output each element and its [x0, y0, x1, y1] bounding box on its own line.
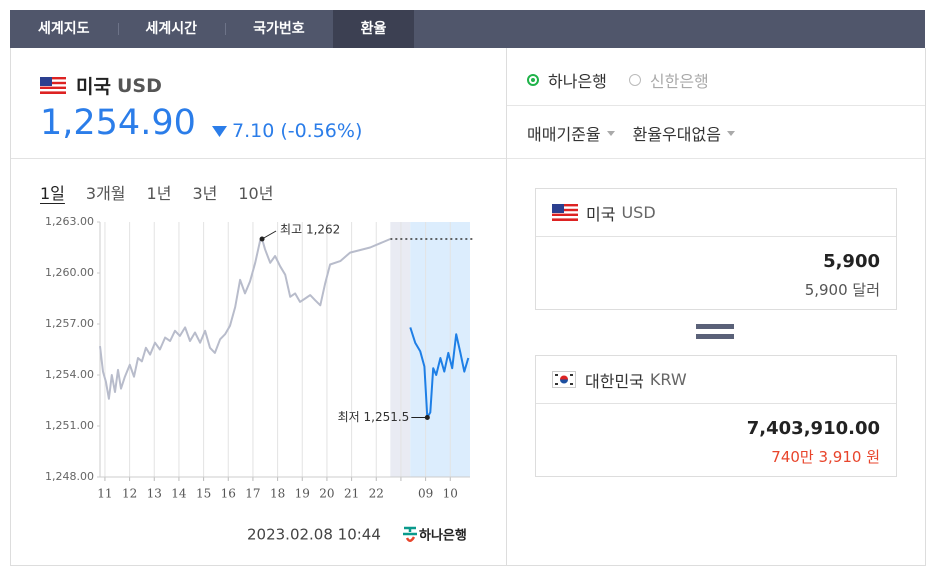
from-head: 미국 USD: [536, 189, 896, 237]
x-tick-label: 19: [295, 487, 310, 501]
country: 미국: [76, 76, 111, 98]
y-tick-label: 1,257.00: [45, 317, 94, 330]
source-logo: [403, 526, 417, 542]
y-tick-label: 1,251.00: [45, 419, 94, 432]
option-row: 매매기준율 환율우대없음: [507, 106, 925, 159]
currency-code: USD: [116, 74, 162, 97]
y-tick-label: 1,263.00: [45, 215, 94, 228]
period-tab[interactable]: 3개월: [85, 184, 126, 203]
bank-name: 하나은행: [548, 72, 607, 91]
y-tick-label: 1,248.00: [45, 470, 94, 483]
from-amount[interactable]: 5,900: [823, 251, 880, 272]
tab[interactable]: 세계지도: [38, 21, 90, 37]
bank-radio[interactable]: 하나은행: [527, 68, 607, 92]
tab-bar: 세계지도 세계시간 국가번호 환율: [10, 10, 925, 48]
bank-name: 신한은행: [649, 72, 709, 91]
to-country: 대한민국: [585, 371, 644, 391]
tab[interactable]: 환율: [332, 10, 415, 48]
annotation-point: [424, 415, 430, 420]
panel-frame: [10, 48, 926, 566]
us-flag: [552, 204, 578, 221]
equals-icon: [696, 324, 734, 339]
kr-flag: [552, 371, 576, 388]
price-line: [409, 327, 470, 419]
us-flag: [40, 77, 66, 94]
change-value: 7.10: [232, 120, 275, 142]
x-tick-label: 13: [147, 487, 162, 501]
x-tick-label: 12: [122, 487, 137, 501]
x-tick-label: 10: [443, 487, 458, 501]
down-arrow: [212, 126, 227, 137]
rate-title: 미국 USD: [40, 72, 162, 99]
radio-dot: [527, 74, 539, 86]
y-tick-label: 1,260.00: [45, 266, 94, 279]
rate-header: [11, 48, 506, 159]
period-tab[interactable]: 10년: [238, 184, 274, 203]
x-tick-label: 18: [270, 487, 285, 501]
bank-radios: 하나은행 신한은행: [527, 68, 731, 92]
option-dropdown[interactable]: 매매기준율: [527, 125, 615, 144]
bank-radio[interactable]: 신한은행: [628, 68, 709, 92]
annotation: 최저 1,251.5: [338, 410, 410, 424]
to-amount-text: 740만 3,910 원: [771, 448, 880, 466]
change-pct: (-0.56%): [280, 120, 363, 142]
from-box: 미국 USD 5,900 5,900 달러: [535, 188, 897, 310]
period-tabs: 1일 3개월 1년 3년 10년: [40, 180, 294, 204]
night-band: [390, 222, 411, 477]
annotation: 최고 1,262: [280, 223, 340, 237]
period-tab[interactable]: 1일: [40, 184, 65, 203]
rate-change: 7.10 (-0.56%): [212, 120, 362, 142]
to-amount: 7,403,910.00: [746, 418, 880, 439]
source: 하나은행: [419, 528, 467, 544]
x-tick-label: 15: [196, 487, 211, 501]
rate-value: 1,254.90: [40, 103, 196, 143]
x-tick-label: 16: [221, 487, 236, 501]
tab[interactable]: 국가번호: [225, 10, 333, 48]
x-tick-label: 11: [97, 487, 112, 501]
panel-divider: [506, 48, 507, 566]
annotation-point: [259, 236, 265, 242]
x-tick-label: 14: [171, 487, 187, 501]
from-country: 미국: [586, 204, 616, 224]
period-tab[interactable]: 3년: [192, 184, 218, 203]
y-tick-label: 1,254.00: [45, 368, 94, 381]
x-tick-label: 17: [245, 487, 260, 501]
x-tick-label: 21: [344, 487, 359, 501]
x-tick-label: 22: [369, 487, 384, 501]
period-tab[interactable]: 1년: [146, 184, 172, 203]
option-dropdown[interactable]: 환율우대없음: [633, 125, 735, 144]
bank-select: 하나은행 신한은행: [507, 48, 925, 106]
from-amount-text: 5,900 달러: [804, 281, 880, 299]
night-icon: [396, 488, 403, 500]
from-code: USD: [621, 203, 656, 222]
annotation-leader: [261, 230, 277, 240]
to-code: KRW: [649, 370, 687, 389]
to-box: 대한민국 KRW 7,403,910.00 740만 3,910 원: [535, 355, 897, 477]
x-tick-label: 20: [319, 487, 334, 501]
tab[interactable]: 세계시간: [117, 10, 226, 48]
options: 매매기준율 환율우대없음: [527, 121, 753, 145]
x-tick-label: 09: [418, 487, 433, 501]
to-head: 대한민국 KRW: [536, 356, 896, 404]
timestamp: 2023.02.08 10:44: [247, 526, 381, 544]
price-line: [99, 238, 391, 400]
radio-dot: [628, 74, 641, 86]
